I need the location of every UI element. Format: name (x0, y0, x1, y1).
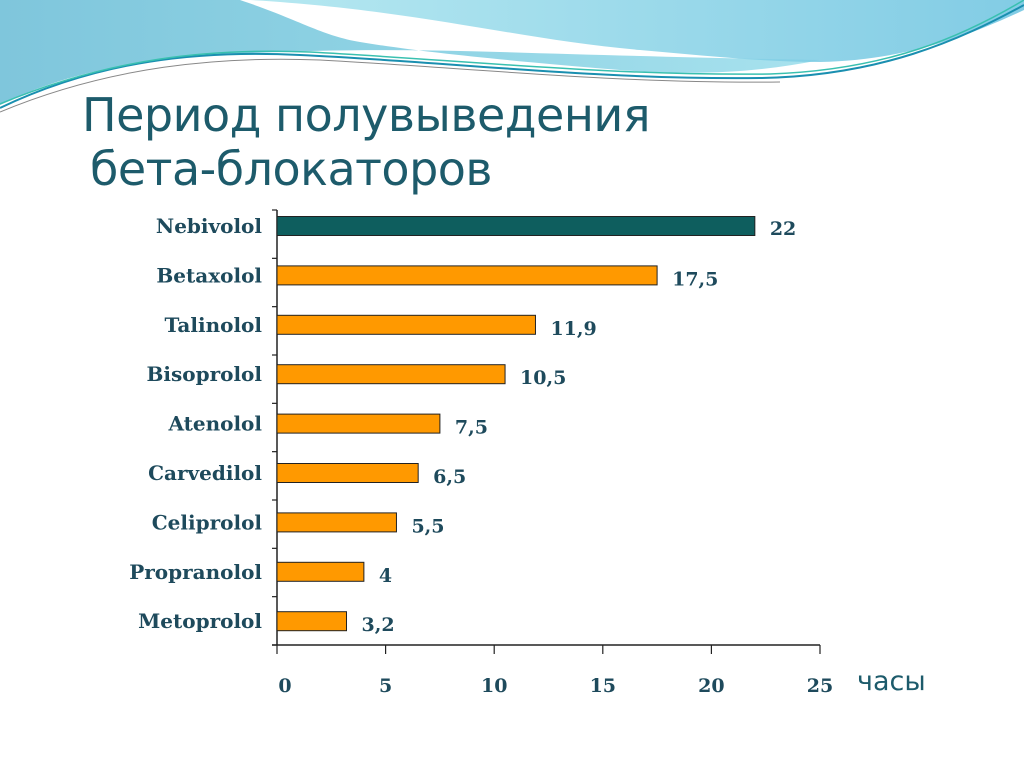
data-label: 22 (770, 218, 796, 240)
bar-metoprolol (276, 611, 348, 632)
x-tick-label: 0 (278, 675, 291, 697)
bar-betaxolol (276, 265, 658, 286)
category-label: Atenolol (167, 412, 262, 436)
category-label: Talinolol (164, 313, 262, 337)
x-tick-label: 25 (807, 675, 833, 697)
slide-title-line-2: бета-блокаторов (90, 142, 493, 196)
bar-propranolol (276, 561, 365, 582)
data-label: 6,5 (433, 466, 466, 488)
category-label: Bisoprolol (147, 362, 263, 386)
data-label: 11,9 (550, 318, 596, 340)
x-axis-label: часы (857, 666, 926, 697)
category-label: Nebivolol (156, 214, 262, 238)
bar-talinolol (276, 314, 536, 335)
category-label: Metoprolol (138, 609, 262, 633)
data-label: 4 (379, 565, 392, 587)
x-tick-label: 15 (590, 675, 616, 697)
bar-atenolol (276, 413, 441, 434)
category-label: Carvedilol (148, 461, 262, 485)
bar-carvedilol (276, 463, 419, 483)
category-label: Celiprolol (152, 510, 263, 534)
bar-bisoprolol (276, 364, 506, 385)
data-label: 10,5 (520, 367, 566, 389)
bar-celiprolol (276, 512, 397, 533)
data-label: 17,5 (672, 268, 718, 290)
x-tick-label: 5 (379, 675, 392, 697)
data-label: 7,5 (455, 417, 488, 439)
bar-nebivolol (276, 216, 756, 236)
slide-title-line-1: Период полувыведения (82, 88, 651, 142)
category-label: Betaxolol (156, 263, 262, 287)
category-label: Propranolol (129, 560, 262, 584)
x-tick-label: 20 (698, 675, 724, 697)
x-tick-label: 10 (481, 675, 507, 697)
data-label: 3,2 (362, 614, 395, 636)
data-label: 5,5 (411, 515, 444, 537)
